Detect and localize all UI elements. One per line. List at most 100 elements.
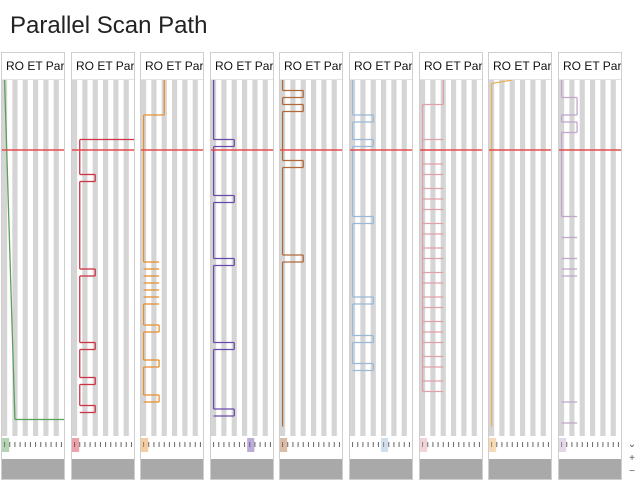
aoi-column <box>461 80 467 436</box>
aoi-tick-highlight <box>247 438 255 452</box>
aoi-column <box>82 80 88 436</box>
aoi-tick <box>453 442 455 447</box>
panel-header-label: RO ET Pari <box>354 59 412 73</box>
aoi-tick <box>40 442 42 447</box>
aoi-tick <box>130 442 132 447</box>
aoi-tick <box>602 442 604 447</box>
aoi-column <box>2 80 8 436</box>
aoi-tick <box>422 442 424 447</box>
aoi-column <box>43 80 49 436</box>
panel-plot <box>2 80 64 454</box>
aoi-tick-highlight <box>420 438 428 452</box>
aoi-tick <box>110 442 112 447</box>
scanpath-segment <box>3 80 16 420</box>
panel-scrollbar[interactable] <box>420 459 482 479</box>
aoi-tick <box>158 442 160 447</box>
aoi-tick <box>254 442 256 447</box>
aoi-column <box>600 80 606 436</box>
scroll-down-arrow-icon[interactable]: ⌄ <box>627 439 637 450</box>
aoi-tick <box>501 442 503 447</box>
aoi-tick <box>60 442 62 447</box>
aoi-tick <box>45 442 47 447</box>
aoi-column <box>113 80 119 436</box>
panel-header: RO ET Pari <box>280 53 342 80</box>
aoi-tick <box>223 442 225 447</box>
panel-plot <box>280 80 342 454</box>
aoi-column <box>451 80 457 436</box>
aoi-tick <box>576 442 578 447</box>
aoi-tick <box>328 442 330 447</box>
aoi-tick <box>393 442 395 447</box>
panel-header-label: RO ET Pari <box>493 59 551 73</box>
aoi-tick <box>228 442 230 447</box>
aoi-tick <box>287 442 289 447</box>
aoi-tick <box>199 442 201 447</box>
scanpath-panel: RO ET Pari <box>349 52 413 480</box>
aoi-tick <box>352 442 354 447</box>
aoi-column <box>192 80 198 436</box>
aoi-tick <box>189 442 191 447</box>
aoi-column <box>252 80 258 436</box>
aoi-tick <box>617 442 619 447</box>
zoom-out-button[interactable]: − <box>629 466 635 477</box>
aoi-tick <box>566 442 568 447</box>
aoi-tick <box>357 442 359 447</box>
aoi-tick <box>168 442 170 447</box>
scanpath-chart <box>211 80 273 452</box>
aoi-tick <box>527 442 529 447</box>
aoi-column <box>579 80 585 436</box>
aoi-tick <box>259 442 261 447</box>
aoi-column <box>471 80 477 436</box>
aoi-tick <box>148 442 150 447</box>
panel-header-label: RO ET Pari <box>215 59 273 73</box>
panel-scrollbar[interactable] <box>72 459 134 479</box>
vertical-scrollbar[interactable]: ⌄ + − <box>626 52 640 480</box>
aoi-tick <box>318 442 320 447</box>
aoi-tick <box>14 442 16 447</box>
aoi-column <box>151 80 157 436</box>
panel-scrollbar[interactable] <box>350 459 412 479</box>
aoi-column <box>72 80 78 436</box>
aoi-tick <box>184 442 186 447</box>
aoi-tick <box>264 442 266 447</box>
aoi-tick <box>607 442 609 447</box>
panel-header: RO ET Pari <box>2 53 64 80</box>
aoi-column <box>381 80 387 436</box>
aoi-column <box>391 80 397 436</box>
panel-scrollbar[interactable] <box>141 459 203 479</box>
scanpath-chart <box>489 80 551 452</box>
aoi-tick <box>442 442 444 447</box>
panel-scrollbar[interactable] <box>280 459 342 479</box>
aoi-tick <box>105 442 107 447</box>
panel-scrollbar[interactable] <box>559 459 621 479</box>
scanpath-panel: RO ET Pari <box>140 52 204 480</box>
aoi-tick <box>99 442 101 447</box>
panel-scrollbar[interactable] <box>489 459 551 479</box>
page-title: Parallel Scan Path <box>10 12 208 39</box>
panel-scrollbar[interactable] <box>211 459 273 479</box>
panel-plot <box>420 80 482 454</box>
aoi-column <box>161 80 167 436</box>
aoi-tick <box>447 442 449 447</box>
panel-header-label: RO ET Pari <box>424 59 482 73</box>
panel-header: RO ET Pari <box>420 53 482 80</box>
scanpath-panel: RO ET Pari <box>558 52 622 480</box>
scanpath-panel: RO ET Pari <box>419 52 483 480</box>
aoi-tick <box>125 442 127 447</box>
aoi-tick <box>302 442 304 447</box>
aoi-tick <box>571 442 573 447</box>
aoi-column <box>280 80 286 436</box>
aoi-tick <box>388 442 390 447</box>
aoi-tick <box>218 442 220 447</box>
aoi-tick <box>592 442 594 447</box>
zoom-in-button[interactable]: + <box>629 453 635 464</box>
panel-header: RO ET Pari <box>559 53 621 80</box>
panel-scrollbar[interactable] <box>2 459 64 479</box>
aoi-tick <box>367 442 369 447</box>
aoi-tick <box>4 442 6 447</box>
aoi-column <box>540 80 546 436</box>
aoi-tick <box>516 442 518 447</box>
scanpath-chart <box>2 80 64 452</box>
aoi-column <box>610 80 616 436</box>
